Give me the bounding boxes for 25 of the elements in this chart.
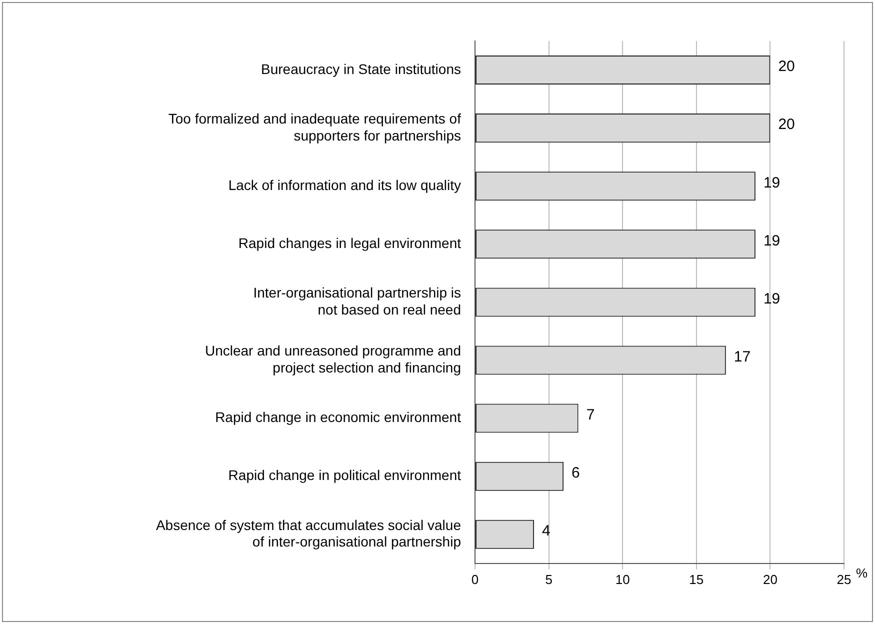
data-label: 17 — [734, 348, 751, 366]
y-tick-label: Lack of information and its low quality — [228, 176, 461, 193]
data-label: 20 — [778, 58, 795, 76]
data-label: 6 — [572, 464, 580, 482]
x-tick-label: 5 — [545, 572, 552, 587]
data-label: 7 — [586, 406, 595, 424]
y-tick-label: Unclear and unreasoned programme and project selection and financing — [204, 342, 461, 376]
y-tick-label: Bureaucracy in State institutions — [261, 60, 461, 77]
y-tick-label: Rapid change in economic environment — [215, 409, 462, 426]
data-label: 19 — [763, 232, 780, 250]
data-label: 19 — [763, 174, 780, 192]
data-label: 19 — [763, 290, 780, 308]
y-tick-label: Absence of system that accumulates social value of inter-organisational partnership — [156, 516, 462, 550]
x-tick-label: 10 — [615, 572, 630, 587]
x-tick-label: 20 — [762, 572, 778, 587]
y-tick-label: Too formalized and inadequate requirements of supporters for partnerships — [168, 110, 462, 144]
data-label: 4 — [542, 522, 550, 540]
x-tick-label: 0 — [471, 572, 479, 587]
y-tick-label: Rapid changes in legal environment — [238, 235, 462, 252]
x-axis-title: % — [856, 565, 868, 580]
y-tick-label: Rapid change in political environment — [228, 467, 462, 484]
x-tick-label: 25 — [836, 572, 852, 587]
y-tick-label: Inter-organisational partnership is not based on real need — [253, 284, 461, 318]
x-tick-label: 15 — [689, 572, 704, 587]
data-label: 20 — [778, 116, 795, 134]
